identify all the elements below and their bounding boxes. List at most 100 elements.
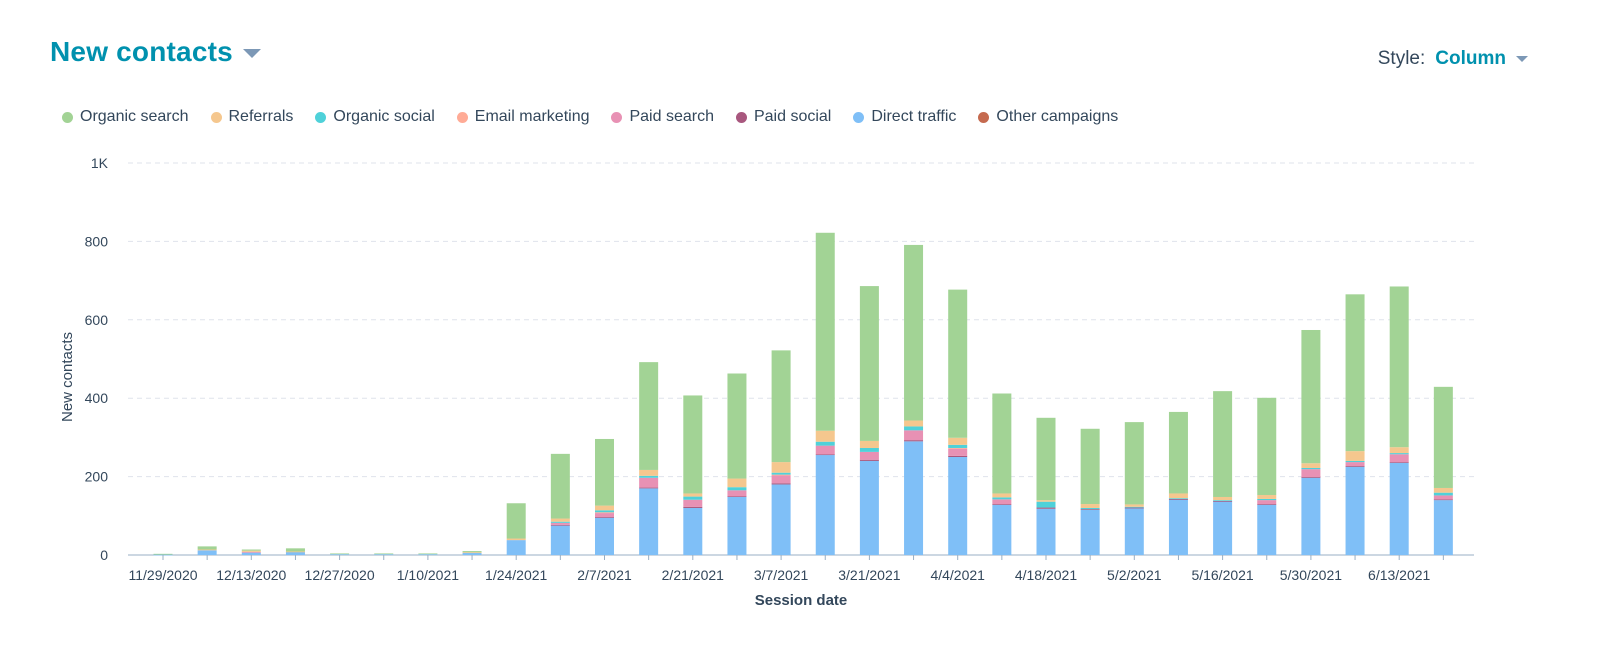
bar-segment[interactable] [992,499,1012,505]
bar-segment[interactable] [1124,507,1144,509]
legend-item-other-campaigns[interactable]: Other campaigns [978,108,1118,126]
bar-segment[interactable] [1389,447,1409,454]
bar-segment[interactable] [241,550,261,552]
bar-segment[interactable] [285,548,305,552]
bar-segment[interactable] [1301,476,1321,478]
bar-segment[interactable] [1301,469,1321,477]
bar-segment[interactable] [904,426,924,431]
bar-segment[interactable] [197,550,217,555]
bar-segment[interactable] [1168,499,1188,555]
bar-segment[interactable] [374,553,394,555]
bar-segment[interactable] [815,445,835,455]
bar-segment[interactable] [595,510,614,513]
bar-segment[interactable] [948,448,968,456]
bar-segment[interactable] [992,504,1012,505]
bar-segment[interactable] [904,430,924,441]
bar-column[interactable] [992,393,1012,555]
bar-segment[interactable] [1433,386,1453,488]
bar-segment[interactable] [1433,499,1453,501]
legend-item-paid-search[interactable]: Paid search [611,108,714,126]
bar-segment[interactable] [683,395,703,494]
bar-column[interactable] [727,373,747,555]
bar-segment[interactable] [241,551,261,553]
bar-segment[interactable] [859,451,879,460]
bar-segment[interactable] [815,441,835,446]
bar-column[interactable] [462,551,482,555]
bar-segment[interactable] [992,493,1012,498]
bar-segment[interactable] [1124,422,1144,505]
bar-segment[interactable] [771,462,791,473]
bar-segment[interactable] [1345,466,1365,555]
bar-segment[interactable] [1301,329,1321,464]
bar-segment[interactable] [595,517,614,555]
bar-column[interactable] [1345,294,1365,555]
bar-segment[interactable] [683,493,703,497]
bar-segment[interactable] [948,437,968,445]
bar-segment[interactable] [948,444,968,448]
bar-segment[interactable] [639,469,659,476]
bar-segment[interactable] [462,552,482,555]
bar-segment[interactable] [727,490,747,497]
bar-column[interactable] [639,362,659,555]
bar-column[interactable] [1213,391,1233,555]
bar-segment[interactable] [1301,477,1321,555]
bar-segment[interactable] [1257,397,1277,496]
bar-segment[interactable] [639,477,659,488]
bar-segment[interactable] [1213,501,1233,555]
bar-segment[interactable] [727,496,747,555]
bar-segment[interactable] [1213,500,1233,501]
bar-column[interactable] [948,289,968,555]
bar-column[interactable] [1433,386,1453,555]
bar-segment[interactable] [1257,500,1277,505]
bar-segment[interactable] [197,546,217,550]
bar-segment[interactable] [859,286,879,441]
bar-segment[interactable] [1036,500,1056,502]
bar-segment[interactable] [904,440,924,442]
bar-segment[interactable] [771,483,791,485]
bar-segment[interactable] [1345,451,1365,461]
bar-segment[interactable] [595,513,614,517]
bar-segment[interactable] [815,455,835,555]
bar-column[interactable] [1036,417,1056,555]
bar-segment[interactable] [506,540,526,555]
bar-column[interactable] [197,546,217,555]
bar-column[interactable] [904,244,924,555]
bar-column[interactable] [771,350,791,555]
bar-segment[interactable] [550,521,570,523]
bar-segment[interactable] [1301,463,1321,468]
bar-segment[interactable] [1080,507,1100,510]
bar-segment[interactable] [1389,453,1409,455]
bar-column[interactable] [595,438,614,555]
bar-segment[interactable] [1257,504,1277,505]
legend-item-referrals[interactable]: Referrals [210,108,293,126]
bar-segment[interactable] [948,289,968,438]
bar-segment[interactable] [992,497,1012,500]
bar-segment[interactable] [1124,507,1144,555]
bar-segment[interactable] [330,554,350,556]
bar-segment[interactable] [815,454,835,456]
bar-segment[interactable] [285,551,305,555]
bar-segment[interactable] [418,553,438,555]
bar-segment[interactable] [992,504,1012,555]
bar-segment[interactable] [904,441,924,555]
bar-segment[interactable] [1389,286,1409,448]
bar-segment[interactable] [1036,501,1056,508]
bar-segment[interactable] [595,505,614,511]
bar-segment[interactable] [948,457,968,555]
bar-segment[interactable] [771,472,791,475]
bar-segment[interactable] [992,393,1012,494]
bar-segment[interactable] [771,475,791,484]
bar-segment[interactable] [1433,487,1453,493]
bar-segment[interactable] [1080,504,1100,508]
bar-segment[interactable] [1124,504,1144,507]
bar-segment[interactable] [1036,508,1056,555]
bar-column[interactable] [1257,397,1277,555]
bar-segment[interactable] [1036,507,1056,509]
bar-column[interactable] [1124,422,1144,555]
bar-column[interactable] [241,549,261,555]
bar-segment[interactable] [1345,466,1365,467]
bar-column[interactable] [1168,411,1188,555]
bar-column[interactable] [1389,286,1409,555]
bar-segment[interactable] [1389,454,1409,463]
bar-segment[interactable] [727,373,747,479]
